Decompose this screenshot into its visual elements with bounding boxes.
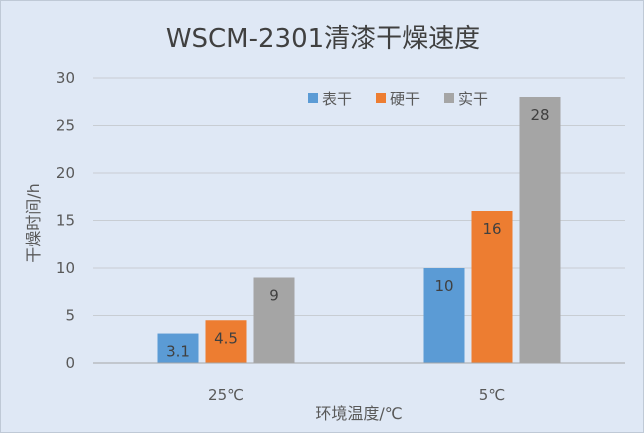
legend: 表干 硬干 实干 [308,90,488,108]
legend-swatch [308,93,318,103]
data-label: 28 [530,106,549,124]
y-tick-label: 10 [56,259,75,277]
data-label: 3.1 [166,343,190,361]
y-tick-label: 5 [65,307,75,325]
x-axis-ticks: 25℃ 5℃ [208,386,505,404]
chart-title: WSCM-2301清漆干燥速度 [166,24,480,54]
legend-swatch [376,93,386,103]
legend-label: 硬干 [390,90,420,108]
bar-表干-25℃ [157,333,199,363]
legend-swatch [444,93,454,103]
y-axis-label: 干燥时间/h [24,183,43,263]
bar-硬干-25℃ [205,320,247,363]
data-label: 10 [434,277,453,295]
bar-实干-25℃ [253,277,295,363]
bar-实干-5℃ [519,97,561,363]
y-tick-label: 30 [56,69,75,87]
y-tick-label: 0 [65,354,75,372]
x-tick-label: 25℃ [208,386,244,404]
data-label: 9 [269,287,279,305]
y-axis-ticks: 0 5 10 15 20 25 30 [56,69,75,372]
y-tick-label: 15 [56,212,75,230]
y-tick-label: 25 [56,117,75,135]
bar-表干-5℃ [423,268,465,363]
y-tick-label: 20 [56,164,75,182]
legend-label: 表干 [322,90,352,108]
x-tick-label: 5℃ [479,386,505,404]
legend-label: 实干 [458,90,488,108]
data-label: 16 [482,220,501,238]
x-axis-label: 环境温度/℃ [315,404,402,423]
bar-硬干-5℃ [471,211,513,363]
bars: 3.1 4.5 9 10 16 28 [157,97,561,363]
data-label: 4.5 [214,329,238,347]
